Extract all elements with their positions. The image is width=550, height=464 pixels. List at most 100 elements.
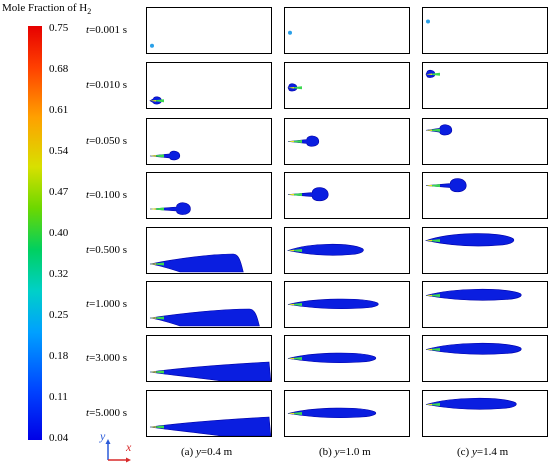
time-label: t=0.100 s xyxy=(86,188,128,201)
axis-triad-icon xyxy=(105,439,131,463)
contour-panel xyxy=(422,7,548,54)
plume-canvas xyxy=(287,187,329,202)
jet-core xyxy=(426,403,440,406)
contour-panel xyxy=(284,335,410,382)
plume-canvas xyxy=(425,342,522,355)
time-label: t=1.000 s xyxy=(86,297,128,310)
contour-panel xyxy=(284,118,410,165)
contour-panel xyxy=(284,390,410,437)
jet-core xyxy=(288,86,302,90)
contour-panel xyxy=(422,227,548,274)
plume-canvas xyxy=(287,407,377,419)
jet-core xyxy=(150,316,164,320)
jet-core xyxy=(150,154,164,158)
h2-plume-contour xyxy=(149,253,244,273)
contour-panel xyxy=(422,335,548,382)
time-label: t=3.000 s xyxy=(86,351,128,364)
contour-panel xyxy=(284,7,410,54)
contour-panel xyxy=(146,227,272,274)
jet-core-tip xyxy=(426,239,432,242)
colorbar-tick-label: 0.25 xyxy=(49,309,69,321)
contour-panel xyxy=(146,172,272,219)
jet-core-tip xyxy=(288,249,294,252)
contour-panel xyxy=(146,62,272,109)
jet-core-tip xyxy=(426,73,432,76)
contour-panel xyxy=(146,281,272,328)
plume-canvas xyxy=(425,397,517,410)
time-label: t=0.010 s xyxy=(86,78,128,91)
jet-core-tip xyxy=(150,155,156,157)
plume-canvas xyxy=(425,124,453,136)
plume-canvas xyxy=(149,253,244,273)
jet-core-tip xyxy=(288,412,294,415)
plume-canvas xyxy=(287,298,379,310)
jet-core xyxy=(288,357,302,360)
plume-seed xyxy=(150,43,154,48)
plume-canvas xyxy=(149,202,191,215)
jet-core xyxy=(426,184,440,188)
plume-canvas xyxy=(149,150,181,161)
jet-core-tip xyxy=(426,129,432,132)
axis-x-label: x xyxy=(126,440,132,454)
h2-plume-contour xyxy=(149,150,181,161)
jet-core xyxy=(426,72,440,76)
jet-core xyxy=(426,294,440,297)
h2-plume-contour xyxy=(287,352,377,364)
jet-core-tip xyxy=(288,86,294,89)
h2-plume-contour xyxy=(287,298,379,310)
contour-panel xyxy=(422,390,548,437)
colorbar-tick-label: 0.68 xyxy=(49,63,69,75)
jet-core-tip xyxy=(150,371,156,373)
jet-core-tip xyxy=(150,100,156,102)
colorbar-tick-label: 0.18 xyxy=(49,350,69,362)
jet-core xyxy=(288,193,302,197)
jet-core-tip xyxy=(150,263,156,265)
column-caption-c: (c) y=1.4 m xyxy=(457,446,509,458)
contour-panel xyxy=(146,118,272,165)
plume-canvas xyxy=(425,69,440,78)
h2-plume-contour xyxy=(424,233,515,247)
h2-plume-contour xyxy=(425,342,522,355)
plume-canvas xyxy=(149,361,271,381)
h2-plume-contour xyxy=(425,288,522,301)
jet-core xyxy=(426,128,440,132)
h2-plume-contour xyxy=(287,187,329,202)
plume-canvas xyxy=(425,178,467,193)
jet-core xyxy=(426,348,440,351)
plume-canvas xyxy=(286,243,364,256)
jet-core xyxy=(288,303,302,306)
jet-core-tip xyxy=(426,184,432,187)
colorbar-tick-label: 0.61 xyxy=(49,104,69,116)
plume-canvas xyxy=(288,30,292,35)
column-caption-a: (a) y=0.4 m xyxy=(181,446,233,458)
h2-plume-contour xyxy=(149,416,271,436)
colorbar-tick-label: 0.32 xyxy=(49,268,69,280)
jet-core xyxy=(150,262,164,266)
plume-seed xyxy=(426,19,430,24)
colorbar-tick-label: 0.54 xyxy=(49,145,69,157)
contour-panel xyxy=(422,281,548,328)
plume-canvas xyxy=(149,416,271,436)
jet-core-tip xyxy=(426,403,432,406)
plume-canvas xyxy=(424,233,515,247)
colorbar xyxy=(28,26,42,440)
time-label: t=5.000 s xyxy=(86,406,128,419)
jet-core xyxy=(150,99,164,103)
jet-core xyxy=(150,370,164,374)
jet-core-tip xyxy=(288,193,294,196)
jet-core-tip xyxy=(426,294,432,297)
contour-panel xyxy=(146,390,272,437)
h2-plume-contour xyxy=(149,308,260,327)
jet-core-tip xyxy=(150,208,156,210)
contour-panel xyxy=(422,172,548,219)
h2-plume-contour xyxy=(149,361,271,381)
contour-panel xyxy=(284,227,410,274)
colorbar-tick-label: 0.75 xyxy=(49,22,69,34)
colorbar-tick-label: 0.11 xyxy=(49,391,68,403)
jet-core xyxy=(150,425,164,429)
jet-core-tip xyxy=(426,348,432,351)
plume-canvas xyxy=(287,83,302,92)
jet-core-tip xyxy=(150,317,156,319)
plume-seed xyxy=(288,30,292,35)
h2-plume-contour xyxy=(425,178,467,193)
